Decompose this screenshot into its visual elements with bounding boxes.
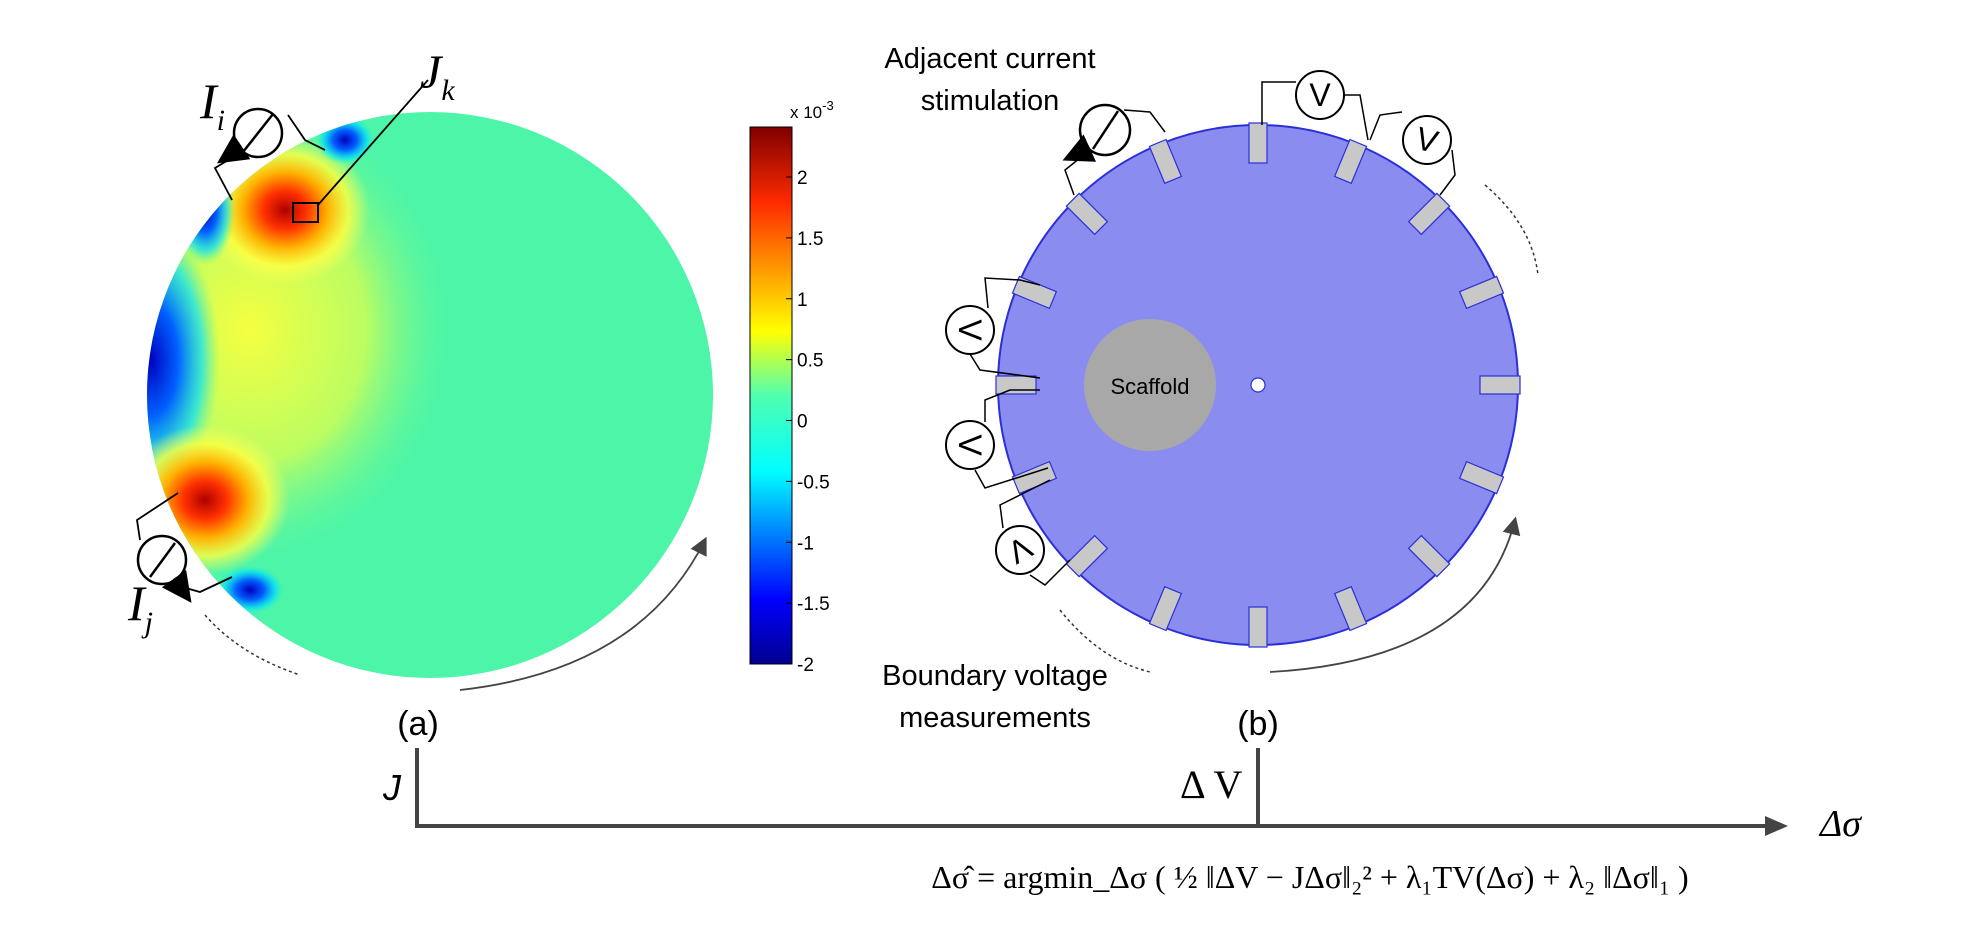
- panel-a: Jk Ii Ij x 10-3 2 1.5 1 0.5 0 -0.5 -1 -1.5 -2: [127, 46, 834, 743]
- electrode: [1458, 275, 1505, 310]
- rotation-arrow-b: [1269, 516, 1521, 673]
- voltmeter-wire: [969, 353, 1041, 379]
- voltmeter: V: [995, 479, 1071, 586]
- voltmeter-circle: [945, 420, 995, 470]
- rotation-dotted-arc-a: [204, 614, 301, 676]
- optimization-equation: Δσ̂ = argmin_Δσ ( ½ ‖ΔV − JΔσ‖₂² + λ₁TV(…: [931, 859, 1688, 895]
- stimulation-label-2: stimulation: [921, 85, 1060, 117]
- colorbar-ticks: 2 1.5 1 0.5 0 -0.5 -1 -1.5 -2: [786, 168, 830, 676]
- colorbar-tick-label: 1: [797, 290, 808, 311]
- stimulation-label-1: Adjacent current: [884, 43, 1095, 75]
- colorbar: x 10-3 2 1.5 1 0.5 0 -0.5 -1 -1.5 -2: [749, 98, 834, 676]
- voltmeter-wire: [1344, 94, 1369, 141]
- voltmeter-circle: [945, 305, 995, 355]
- voltmeter-wire: [974, 467, 1049, 489]
- current-source-i: [213, 107, 326, 201]
- voltmeter-circle: [1295, 70, 1345, 120]
- electrode: [1248, 122, 1268, 164]
- panel-b: Scaffold V V V V V Adjacent current stimulat…: [882, 43, 1539, 743]
- rotation-dotted-arc-b-bottom: [1059, 609, 1151, 673]
- colorbar-tick-label: 2: [797, 168, 808, 189]
- current-source-j: [136, 492, 233, 603]
- electrode: [1407, 192, 1451, 236]
- axis-dsigma-label: Δσ: [1818, 803, 1862, 845]
- colorbar-tick-label: -1.5: [797, 594, 830, 615]
- electrode: [1333, 585, 1368, 632]
- voltmeters: V V V V V: [945, 70, 1456, 586]
- voltmeter-wire: [1261, 81, 1296, 125]
- electrode: [1065, 534, 1109, 578]
- colorbar-tick-label: 1.5: [797, 229, 823, 250]
- bottom-axis: J Δ V Δσ Δσ̂ = argmin_Δσ ( ½ ‖ΔV − JΔσ‖₂…: [382, 748, 1862, 895]
- colorbar-tick-label: 0: [797, 412, 808, 433]
- colorbar-tick-label: -0.5: [797, 472, 830, 493]
- voltmeter: V: [1261, 70, 1369, 141]
- measurement-label-1: Boundary voltage: [882, 660, 1108, 692]
- electrode: [1248, 606, 1268, 648]
- electrode: [1148, 585, 1183, 632]
- current-j-label: Ij: [127, 575, 153, 639]
- sensitivity-element-box: [292, 202, 319, 223]
- panel-b-label: (b): [1237, 705, 1279, 743]
- electrodes: [995, 122, 1521, 648]
- scaffold: [1084, 319, 1216, 451]
- rotation-arrow-a: [459, 536, 707, 691]
- voltmeter-symbol: V: [952, 319, 988, 341]
- sensitivity-leader: [317, 79, 429, 206]
- voltmeter-circle: [1402, 115, 1452, 165]
- voltmeter: V: [1369, 111, 1456, 196]
- voltmeter-circle: [995, 525, 1045, 575]
- voltmeter-symbol: V: [1309, 77, 1331, 113]
- axis-j-label: J: [382, 767, 402, 808]
- voltmeter-wire: [1369, 111, 1403, 141]
- colorbar-tick-label: -1: [797, 533, 814, 554]
- electrode: [1333, 138, 1368, 185]
- voltmeter-wire: [984, 389, 1040, 422]
- electrode: [1407, 534, 1451, 578]
- current-i-label: Ii: [199, 73, 225, 137]
- sensitivity-map: [147, 112, 713, 678]
- voltmeter-symbol: V: [952, 434, 988, 456]
- voltmeter-wire: [999, 479, 1051, 529]
- sensitivity-label: Jk: [420, 46, 455, 107]
- voltmeter: V: [945, 389, 1049, 489]
- scaffold-label: Scaffold: [1110, 374, 1189, 399]
- electrode: [995, 375, 1037, 395]
- voltmeter-wire: [1439, 149, 1456, 196]
- electrode: [1148, 138, 1183, 185]
- voltmeter-wire: [1029, 559, 1071, 586]
- measurement-label-2: measurements: [899, 702, 1091, 734]
- center-marker: [1250, 377, 1266, 393]
- axis-arrowhead: [1765, 816, 1788, 836]
- electrode: [1458, 460, 1505, 495]
- colorbar-multiplier: x 10-3: [790, 98, 834, 122]
- voltmeter: V: [945, 277, 1041, 379]
- electrode: [1065, 192, 1109, 236]
- voltmeter-wire: [984, 277, 1041, 309]
- colorbar-tick-label: 0.5: [797, 351, 823, 372]
- stimulation-source: [1062, 103, 1166, 196]
- axis-dv-label: Δ V: [1180, 762, 1243, 807]
- panel-a-label: (a): [397, 705, 439, 743]
- rotation-dotted-arc-b-top: [1484, 184, 1539, 276]
- electrode: [1479, 375, 1521, 395]
- colorbar-tick-label: -2: [797, 655, 814, 676]
